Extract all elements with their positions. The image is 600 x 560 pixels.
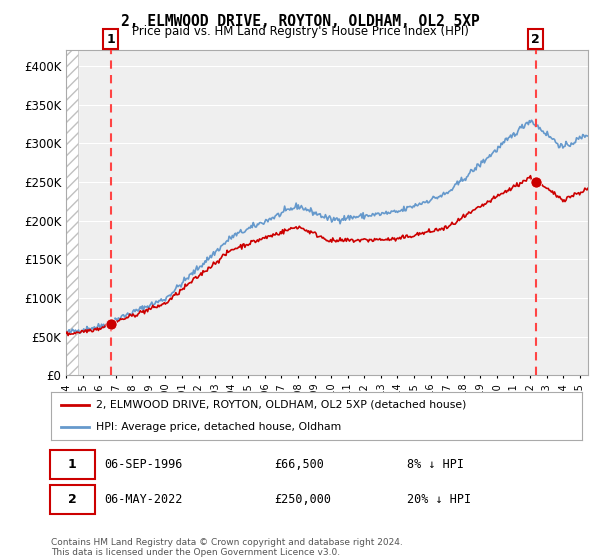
Bar — [66, 50, 79, 375]
Text: 2, ELMWOOD DRIVE, ROYTON, OLDHAM, OL2 5XP: 2, ELMWOOD DRIVE, ROYTON, OLDHAM, OL2 5X… — [121, 14, 479, 29]
Text: 2: 2 — [68, 493, 77, 506]
Text: 20% ↓ HPI: 20% ↓ HPI — [407, 493, 471, 506]
Text: HPI: Average price, detached house, Oldham: HPI: Average price, detached house, Oldh… — [96, 422, 341, 432]
Text: 06-MAY-2022: 06-MAY-2022 — [104, 493, 182, 506]
Text: 1: 1 — [106, 32, 115, 45]
Text: 8% ↓ HPI: 8% ↓ HPI — [407, 458, 464, 470]
Text: Contains HM Land Registry data © Crown copyright and database right 2024.
This d: Contains HM Land Registry data © Crown c… — [51, 538, 403, 557]
Text: £250,000: £250,000 — [274, 493, 331, 506]
FancyBboxPatch shape — [50, 450, 95, 479]
Text: 06-SEP-1996: 06-SEP-1996 — [104, 458, 182, 470]
Text: 1: 1 — [68, 458, 77, 470]
Text: 2, ELMWOOD DRIVE, ROYTON, OLDHAM, OL2 5XP (detached house): 2, ELMWOOD DRIVE, ROYTON, OLDHAM, OL2 5X… — [96, 400, 467, 410]
Text: Price paid vs. HM Land Registry's House Price Index (HPI): Price paid vs. HM Land Registry's House … — [131, 25, 469, 38]
FancyBboxPatch shape — [50, 484, 95, 514]
Text: 2: 2 — [532, 32, 540, 45]
Text: £66,500: £66,500 — [274, 458, 324, 470]
Bar — [66, 50, 79, 375]
